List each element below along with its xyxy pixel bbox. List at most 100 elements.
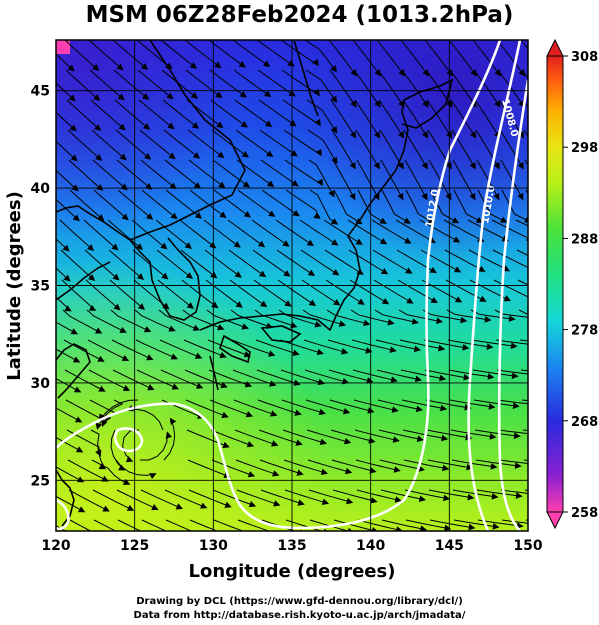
streamline-arrowhead (321, 498, 330, 506)
streamline (179, 219, 216, 249)
streamline-arrowhead (315, 148, 322, 157)
streamline (427, 459, 473, 469)
streamline (65, 399, 106, 422)
streamline-arrowhead (119, 326, 127, 333)
streamline-arrowhead (405, 267, 413, 274)
streamline-arrowhead (221, 411, 229, 419)
streamline (89, 399, 115, 427)
streamline-arrowhead (220, 381, 228, 389)
streamline (56, 495, 85, 513)
streamline-arrowhead (462, 344, 470, 351)
streamline-arrowhead (397, 192, 404, 201)
streamline-arrowhead (350, 100, 357, 108)
streamline (491, 219, 528, 239)
colorbar-max-arrow (546, 38, 564, 57)
streamline-arrowhead (380, 268, 389, 275)
streamline (56, 296, 72, 312)
streamline (472, 40, 501, 76)
streamline (139, 129, 176, 159)
streamline-arrowhead (451, 217, 460, 224)
streamline (109, 279, 145, 310)
streamline (235, 459, 279, 476)
streamline (261, 189, 300, 217)
streamline (496, 40, 525, 76)
streamline-arrowhead (355, 238, 363, 245)
streamline-arrowhead (214, 61, 222, 69)
streamline-arrowhead (542, 194, 547, 200)
streamline (282, 99, 321, 126)
streamline (252, 249, 290, 277)
streamline (428, 159, 452, 200)
streamline (446, 309, 491, 321)
streamline (477, 189, 507, 223)
streamline (257, 399, 301, 415)
streamline (405, 189, 435, 224)
streamline-arrowhead (296, 469, 304, 476)
streamline-arrowhead (122, 478, 131, 485)
streamline-arrowhead (263, 60, 271, 68)
streamline-arrowhead (421, 131, 429, 139)
streamline-arrowhead (118, 123, 126, 131)
streamline (165, 189, 202, 219)
streamline-arrowhead (125, 456, 134, 463)
streamline-arrowhead (487, 373, 495, 380)
streamline (474, 429, 520, 437)
streamline (473, 399, 519, 407)
streamline (56, 53, 75, 72)
streamline (448, 40, 477, 76)
streamline (212, 159, 250, 188)
streamline-arrowhead (143, 123, 151, 130)
streamline (377, 69, 405, 107)
streamline-arrowhead (513, 432, 521, 439)
streamline (355, 459, 400, 472)
streamline (356, 159, 380, 200)
streamline-arrowhead (430, 296, 438, 304)
streamline-arrowhead (149, 473, 157, 480)
streamline-arrowhead (168, 152, 176, 160)
streamline (164, 489, 207, 509)
streamline-arrowhead (484, 316, 492, 323)
streamline (156, 249, 193, 279)
streamline (259, 459, 303, 475)
streamline-arrowhead (194, 211, 203, 219)
streamline (230, 309, 273, 328)
streamline (234, 99, 272, 127)
streamline-arrowhead (469, 162, 476, 170)
streamline-arrowhead (101, 419, 108, 428)
streamline (424, 369, 470, 379)
streamline-arrowhead (102, 505, 110, 512)
streamline-arrowhead (86, 244, 95, 252)
streamline (229, 279, 267, 307)
streamline-arrowhead (421, 192, 428, 201)
streamline (470, 309, 515, 320)
streamline (356, 489, 401, 502)
streamline-arrowhead (69, 124, 77, 132)
streamline (378, 429, 424, 441)
streamline (96, 399, 124, 430)
streamline (492, 249, 528, 269)
streamline-arrowhead (121, 354, 130, 361)
x-tick-label: 130 (199, 538, 228, 554)
streamline-arrowhead (282, 240, 290, 247)
streamline (183, 339, 226, 358)
x-tick-label: 135 (277, 538, 306, 554)
streamline (380, 489, 426, 501)
streamline (497, 69, 525, 107)
streamline-arrowhead (246, 441, 255, 448)
streamline-arrowhead (538, 402, 543, 407)
streamline-arrowhead (135, 243, 144, 251)
streamline-arrowhead (243, 210, 252, 218)
streamline (213, 519, 245, 531)
streamline-arrowhead (217, 324, 225, 331)
streamline (92, 489, 134, 511)
streamline (138, 99, 175, 129)
streamline-arrowhead (397, 131, 405, 139)
x-axis-label: Longitude (degrees) (189, 561, 396, 582)
streamline (92, 159, 128, 190)
streamline-arrowhead (238, 61, 246, 68)
streamline (428, 489, 474, 499)
streamline (449, 69, 477, 107)
streamlines (56, 40, 547, 531)
streamline-arrowhead (393, 466, 401, 473)
streamline (185, 399, 228, 418)
